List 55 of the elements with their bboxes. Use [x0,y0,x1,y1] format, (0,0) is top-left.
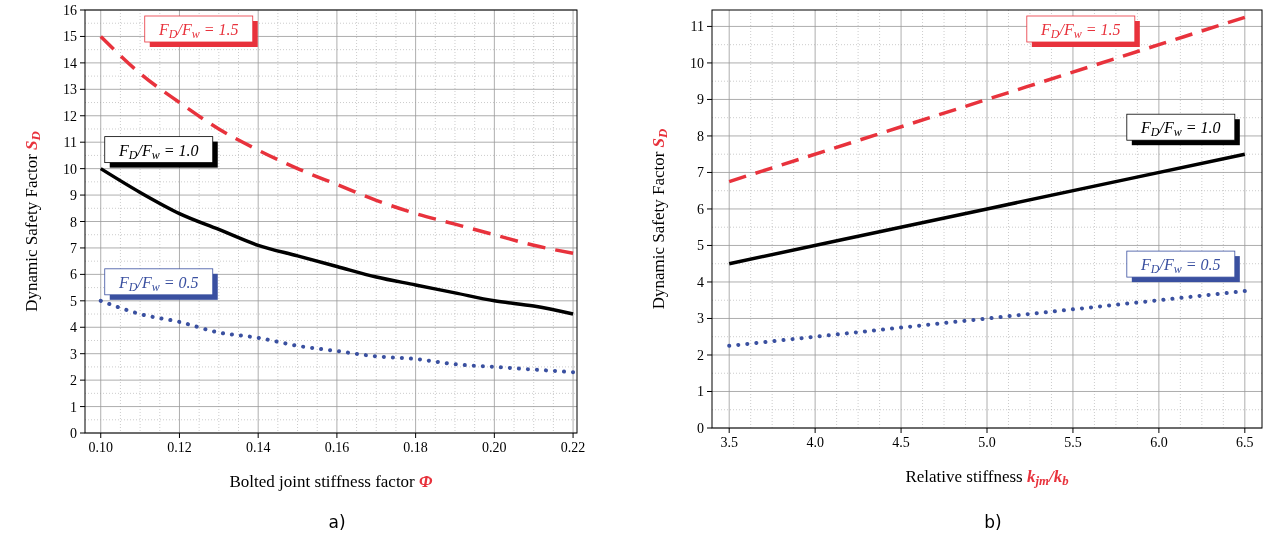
y-tick-label: 8 [70,214,77,230]
x-tick-label: 0.12 [167,440,192,455]
y-tick-label: 2 [70,373,77,389]
series-label: F$_{D}$/F$_{w}$ = 0.5 [1140,256,1221,277]
y-tick-label: 5 [70,293,77,309]
x-axis-title: Relative stiffness k$_{jm}$/k$_{b}$ [905,467,1069,489]
y-tick-label: 4 [697,274,704,290]
x-tick-label: 5.0 [978,435,996,450]
y-tick-label: 10 [690,55,704,71]
y-tick-label: 8 [697,128,704,144]
y-tick-label: 15 [63,29,77,45]
y-tick-label: 11 [690,19,704,35]
y-tick-label: 4 [70,320,77,336]
x-tick-label: 0.10 [88,440,113,455]
y-tick-label: 13 [63,82,77,98]
text: F$_{D}$/F$_{w}$ = 1.5 [158,21,239,41]
y-tick-label: 16 [63,3,77,18]
y-tick-label: 6 [697,201,704,217]
x-tick-label: 6.0 [1150,435,1168,450]
x-axis-title: Bolted joint stiffness factor Φ [229,472,434,491]
y-tick-label: 1 [697,384,704,400]
x-tick-label: 0.16 [324,440,350,455]
text: a) [328,512,346,532]
x-tick-label: 6.5 [1236,435,1254,450]
y-tick-label: 12 [63,108,77,124]
x-tick-label: 0.20 [482,440,507,455]
series-label: F$_{D}$/F$_{w}$ = 1.0 [118,141,199,162]
series-label: F$_{D}$/F$_{w}$ = 1.5 [1040,21,1121,41]
series-label: F$_{D}$/F$_{w}$ = 1.0 [1140,119,1221,140]
y-tick-label: 3 [697,311,704,327]
y-tick-label: 9 [70,188,77,204]
y-tick-label: 6 [70,267,77,283]
y-tick-label: 14 [63,55,77,71]
y-tick-label: 0 [697,421,704,436]
y-tick-label: 5 [697,238,704,254]
line-series [98,166,575,316]
line-series [98,298,576,375]
y-tick-label: 0 [70,426,77,441]
x-tick-label: 0.22 [560,440,586,455]
y-tick-label: 3 [70,346,77,362]
y-tick-label: 9 [697,92,704,108]
x-tick-label: 3.5 [720,435,738,450]
y-tick-label: 7 [697,165,704,181]
x-tick-label: 4.0 [806,435,824,450]
y-tick-label: 1 [70,399,77,415]
text: b) [984,512,1002,532]
y-tick-label: 2 [697,347,704,363]
y-tick-label: 7 [70,240,77,256]
x-tick-label: 0.14 [245,440,271,455]
x-tick-label: 0.18 [403,440,428,455]
x-tick-label: 4.5 [892,435,910,450]
y-tick-label: 10 [63,161,77,177]
x-tick-label: 5.5 [1064,435,1082,450]
y-tick-label: 11 [63,135,77,151]
series-label: F$_{D}$/F$_{w}$ = 0.5 [118,273,199,294]
